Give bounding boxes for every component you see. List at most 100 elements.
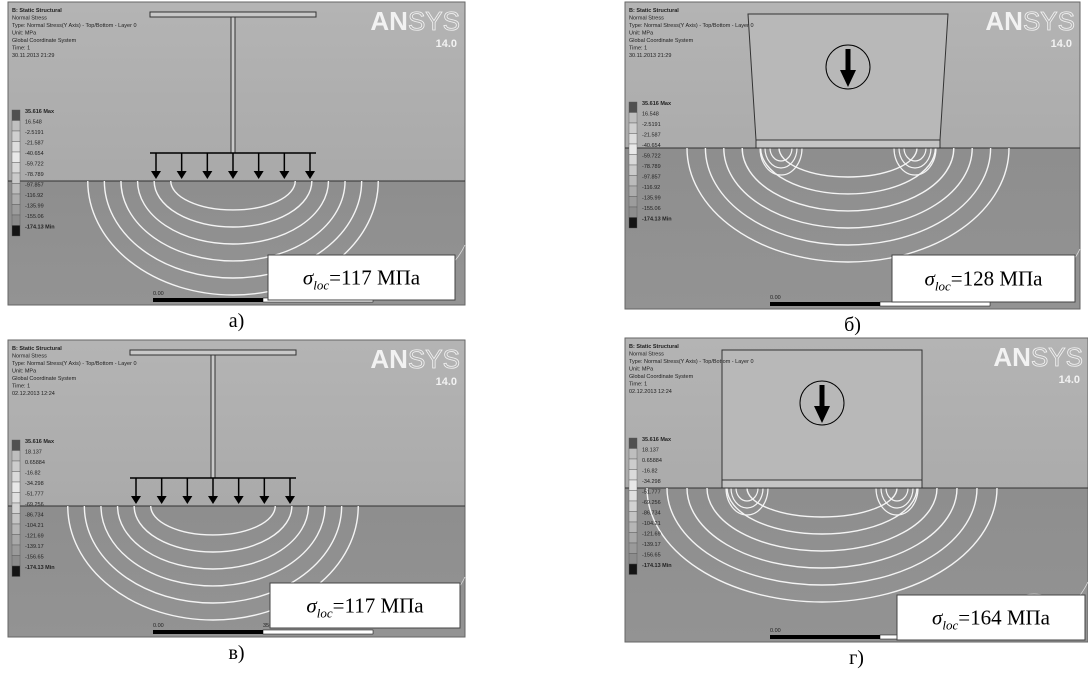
caption: г)	[849, 647, 864, 669]
legend-swatch	[629, 144, 637, 155]
legend-label: -155.06	[642, 206, 661, 212]
header-line: B: Static Structural	[629, 8, 679, 14]
logo-version: 14.0	[436, 376, 457, 388]
legend-swatch	[12, 451, 20, 462]
legend-swatch	[629, 449, 637, 460]
legend-label: -40.654	[642, 143, 661, 149]
sigma-value: =164 МПа	[958, 606, 1050, 630]
header-line: Time: 1	[12, 46, 30, 52]
legend-swatch	[629, 113, 637, 124]
legend-label: 35.616 Max	[642, 437, 672, 443]
header-line: Global Coordinate System	[629, 374, 694, 380]
header-line: Type: Normal Stress(Y Axis) - Top/Bottom…	[12, 23, 137, 29]
legend-label: -59.722	[25, 162, 44, 168]
legend-label: -174.13 Min	[642, 563, 672, 569]
legend-swatch	[12, 152, 20, 163]
legend-label: 35.616 Max	[25, 439, 55, 445]
scale-label: 0.00	[770, 295, 781, 301]
header-line: Type: Normal Stress(Y Axis) - Top/Bottom…	[629, 359, 754, 365]
legend-label: -21.587	[25, 141, 44, 147]
legend-label: -156.65	[642, 553, 661, 559]
legend-swatch	[629, 197, 637, 208]
panel: B: Static StructuralNormal StressType: N…	[8, 340, 465, 637]
header-line: B: Static Structural	[12, 8, 62, 14]
header-line: Time: 1	[629, 382, 647, 388]
legend-label: -86.734	[642, 511, 661, 517]
legend-swatch	[12, 142, 20, 153]
legend-swatch	[629, 554, 637, 565]
beam-flange	[130, 350, 296, 355]
header-line: Time: 1	[629, 46, 647, 52]
logo-bold: AN	[370, 6, 408, 36]
legend-label: -34.298	[642, 479, 661, 485]
header-line: Normal Stress	[12, 354, 47, 360]
load-shaft	[846, 49, 851, 71]
legend-label: -139.17	[25, 544, 44, 550]
header-line: 02.12.2013 12:24	[629, 389, 672, 395]
legend-label: -59.722	[642, 154, 661, 160]
legend-swatch	[629, 480, 637, 491]
legend-swatch	[629, 176, 637, 187]
header-line: Type: Normal Stress(Y Axis) - Top/Bottom…	[629, 23, 754, 29]
legend-swatch	[629, 218, 637, 229]
logo-version: 14.0	[1059, 374, 1080, 386]
figure: B: Static StructuralNormal StressType: N…	[0, 0, 1088, 680]
legend-swatch	[12, 194, 20, 205]
legend-label: 18.137	[642, 448, 659, 454]
legend-swatch	[629, 459, 637, 470]
legend-label: 35.616 Max	[642, 101, 672, 107]
legend-label: 18.137	[25, 450, 42, 456]
legend-label: -21.587	[642, 133, 661, 139]
caption: б)	[844, 314, 861, 336]
logo-version: 14.0	[1051, 38, 1072, 50]
scale-bar	[770, 635, 880, 639]
scale-bar	[770, 302, 880, 306]
legend-swatch	[12, 110, 20, 121]
legend-label: -174.13 Min	[25, 565, 55, 571]
legend-swatch	[12, 566, 20, 577]
legend-label: -16.82	[642, 469, 658, 475]
beam-web	[211, 355, 215, 478]
legend-label: -139.17	[642, 542, 661, 548]
ansys-logo: ANSYS	[985, 6, 1075, 36]
legend-label: 16.548	[25, 120, 42, 126]
legend-swatch	[629, 522, 637, 533]
legend-swatch	[12, 503, 20, 514]
legend-swatch	[629, 470, 637, 481]
header-line: Global Coordinate System	[12, 376, 77, 382]
stamp-base	[722, 480, 922, 488]
legend-swatch	[629, 533, 637, 544]
legend-label: -155.06	[25, 214, 44, 220]
sigma-subscript: loc	[317, 606, 333, 621]
logo-light: SYS	[1031, 342, 1083, 372]
legend-swatch	[12, 493, 20, 504]
legend-swatch	[12, 131, 20, 142]
header-line: Time: 1	[12, 384, 30, 390]
logo-version: 14.0	[436, 38, 457, 50]
legend-label: -97.857	[25, 183, 44, 189]
logo-light: SYS	[408, 344, 460, 374]
beam-flange	[150, 12, 316, 17]
legend-label: -40.654	[25, 151, 44, 157]
legend-label: -135.99	[642, 196, 661, 202]
sigma-value: =128 МПа	[951, 267, 1043, 291]
legend-swatch	[629, 207, 637, 218]
legend-swatch	[12, 461, 20, 472]
header-line: 30.11.2013 21:29	[629, 53, 671, 59]
legend-label: 0.65884	[642, 458, 662, 464]
logo-bold: AN	[993, 342, 1031, 372]
legend-label: -116.92	[25, 193, 43, 199]
legend-label: 16.548	[642, 112, 659, 118]
legend-swatch	[629, 134, 637, 145]
legend-label: -51.777	[25, 492, 44, 498]
legend-label: -121.69	[25, 534, 44, 540]
header-line: Unit: MPa	[12, 369, 37, 375]
ansys-logo: ANSYS	[993, 342, 1083, 372]
header-line: Global Coordinate System	[12, 38, 77, 44]
header-line: 30.11.2013 21:29	[12, 53, 54, 59]
legend-swatch	[12, 205, 20, 216]
legend-label: -78.789	[642, 164, 661, 170]
caption: в)	[228, 642, 244, 664]
header-line: Normal Stress	[12, 16, 47, 22]
